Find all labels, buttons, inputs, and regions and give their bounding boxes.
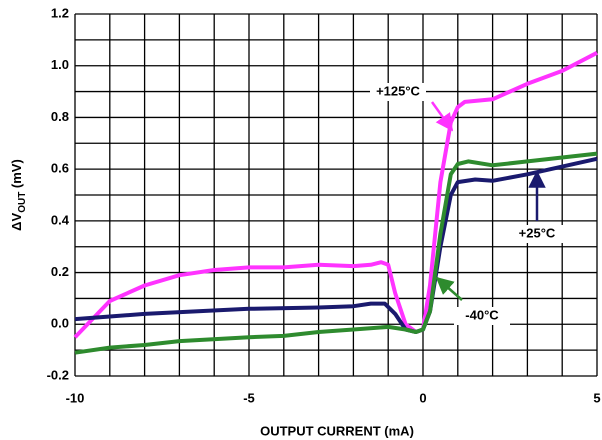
x-tick-label: -5 (243, 390, 255, 405)
annotation-arrow (430, 101, 454, 132)
annotation-bg (509, 225, 565, 243)
x-tick-label: -10 (66, 390, 85, 405)
x-axis-label: OUTPUT CURRENT (mA) (260, 423, 414, 438)
series-line (73, 51, 598, 339)
y-axis-label-sub: OUT (17, 192, 28, 213)
y-axis-label-unit: (mV) (9, 159, 24, 192)
y-tick-label: 1.2 (51, 5, 69, 20)
series-line (74, 151, 598, 355)
y-tick-label: 0.6 (51, 161, 69, 176)
annotation-label: -40°C (465, 307, 499, 322)
x-tick-label: 0 (419, 390, 426, 405)
y-tick-label: 1.0 (51, 57, 69, 72)
y-axis-label-main: ΔV (9, 212, 24, 230)
y-tick-label: 0.2 (51, 264, 69, 279)
y-tick-label: -0.2 (47, 367, 69, 382)
y-tick-label: 0.0 (51, 316, 69, 331)
annotation-label: +25°C (519, 225, 556, 240)
annotation-arrow (435, 276, 463, 301)
y-tick-label: 0.8 (51, 109, 69, 124)
annotation-bg (454, 307, 510, 325)
y-tick-label: 0.4 (51, 212, 70, 227)
y-axis-label: ΔVOUT (mV) (9, 159, 27, 231)
annotation-label: +125°C (376, 83, 420, 98)
annotation-bg (370, 83, 426, 101)
x-tick-label: 5 (593, 390, 600, 405)
series-line (74, 156, 598, 334)
